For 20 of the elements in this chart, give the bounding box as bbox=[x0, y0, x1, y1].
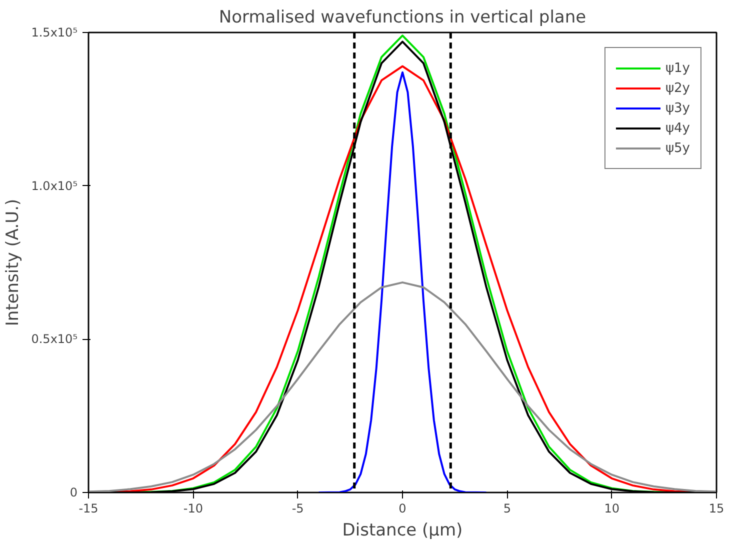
x-tick-label: 15 bbox=[708, 502, 724, 516]
chart-title: Normalised wavefunctions in vertical plane bbox=[218, 8, 586, 28]
legend-label: ψ3y bbox=[665, 100, 690, 116]
y-tick-label: 1.5x10⁵ bbox=[31, 26, 78, 40]
x-tick-label: 5 bbox=[503, 502, 511, 516]
legend-label: ψ5y bbox=[665, 140, 690, 156]
x-tick-label: -15 bbox=[78, 502, 98, 516]
legend-label: ψ1y bbox=[665, 60, 690, 76]
y-tick-label: 0.5x10⁵ bbox=[31, 332, 78, 346]
x-tick-label: 0 bbox=[398, 502, 406, 516]
x-axis-title: Distance (µm) bbox=[342, 520, 463, 540]
x-tick-label: -10 bbox=[183, 502, 203, 516]
line-series bbox=[318, 71, 488, 492]
legend-label: ψ2y bbox=[665, 80, 690, 96]
y-tick-label: 0 bbox=[70, 486, 78, 500]
y-axis-title: Intensity (A.U.) bbox=[3, 198, 24, 326]
x-tick-label: 10 bbox=[604, 502, 620, 516]
legend-label: ψ4y bbox=[665, 120, 690, 136]
y-tick-label: 1.0x10⁵ bbox=[31, 178, 78, 193]
x-tick-label: -5 bbox=[292, 502, 304, 516]
